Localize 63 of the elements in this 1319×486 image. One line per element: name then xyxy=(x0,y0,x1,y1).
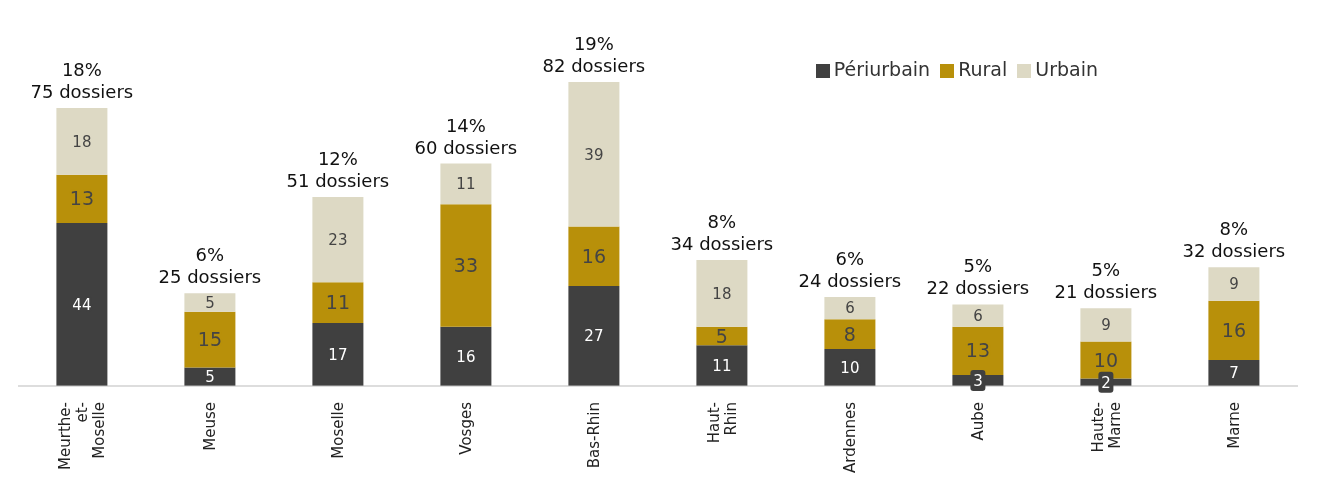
data-label: 5 xyxy=(715,324,728,347)
data-label: 16 xyxy=(456,347,476,366)
data-label: 5 xyxy=(205,293,215,312)
data-label: 11 xyxy=(325,291,350,314)
x-tick-label: Haut-Rhin xyxy=(704,402,740,444)
data-label: 18 xyxy=(712,284,732,303)
data-label: 10 xyxy=(1093,348,1118,371)
total-label: 19% 82 dossiers xyxy=(542,33,646,76)
total-label: 6% 25 dossiers xyxy=(158,244,262,288)
data-label: 15 xyxy=(197,328,222,351)
data-label: 39 xyxy=(584,145,604,164)
data-label: 8 xyxy=(843,322,856,345)
data-label: 33 xyxy=(453,254,478,277)
data-label: 3 xyxy=(973,371,983,390)
bar xyxy=(56,107,108,175)
data-label: 11 xyxy=(712,356,732,375)
x-tick-label: Bas-Rhin xyxy=(585,402,603,469)
data-label: 17 xyxy=(328,345,348,364)
data-label: 6 xyxy=(973,306,983,325)
data-label: 9 xyxy=(1101,316,1111,335)
data-label: 7 xyxy=(1229,364,1239,383)
bar xyxy=(1208,267,1260,301)
data-label: 2 xyxy=(1101,373,1111,392)
data-label: 18 xyxy=(72,132,92,151)
legend-label: Rural xyxy=(958,58,1008,80)
x-tick-label: Moselle xyxy=(329,402,347,459)
data-label: 16 xyxy=(1221,319,1246,342)
data-label: 16 xyxy=(581,244,606,267)
bar xyxy=(1080,308,1132,342)
x-tick-label: Marne xyxy=(1225,402,1243,449)
data-label: 11 xyxy=(456,175,476,194)
bar xyxy=(568,285,620,386)
x-tick-label: Vosges xyxy=(457,401,475,455)
x-tick-label: Meuse xyxy=(201,402,219,451)
total-label: 18% 75 dossiers xyxy=(30,58,134,102)
data-label: 27 xyxy=(584,327,604,346)
x-tick-label: Meurthe-et-Moselle xyxy=(56,402,108,470)
total-label: 8% 32 dossiers xyxy=(1182,218,1286,262)
total-label: 6% 24 dossiers xyxy=(798,248,902,292)
x-tick-label: Ardennes xyxy=(841,401,859,473)
total-label: 5% 21 dossiers xyxy=(1054,259,1158,303)
bar xyxy=(568,82,620,227)
x-tick-label: Haute-Marne xyxy=(1088,402,1124,453)
data-label: 9 xyxy=(1229,275,1239,294)
data-label: 13 xyxy=(965,339,990,362)
bar xyxy=(56,222,108,386)
bar xyxy=(312,196,364,283)
data-label: 6 xyxy=(845,299,855,318)
bar xyxy=(312,322,364,386)
data-label: 5 xyxy=(205,367,215,386)
legend-label: Urbain xyxy=(1035,58,1098,80)
x-tick-label: Aube xyxy=(969,402,987,441)
total-label: 14% 60 dossiers xyxy=(414,114,518,158)
data-label: 23 xyxy=(328,230,348,249)
data-label: 44 xyxy=(72,295,92,314)
total-label: 8% 34 dossiers xyxy=(670,210,774,254)
total-label: 12% 51 dossiers xyxy=(286,147,390,191)
data-label: 13 xyxy=(69,187,94,210)
data-label: 10 xyxy=(840,358,860,377)
legend-label: Périurbain xyxy=(833,58,931,80)
bar xyxy=(696,259,748,327)
total-label: 5% 22 dossiers xyxy=(926,255,1030,299)
bar xyxy=(440,204,492,327)
